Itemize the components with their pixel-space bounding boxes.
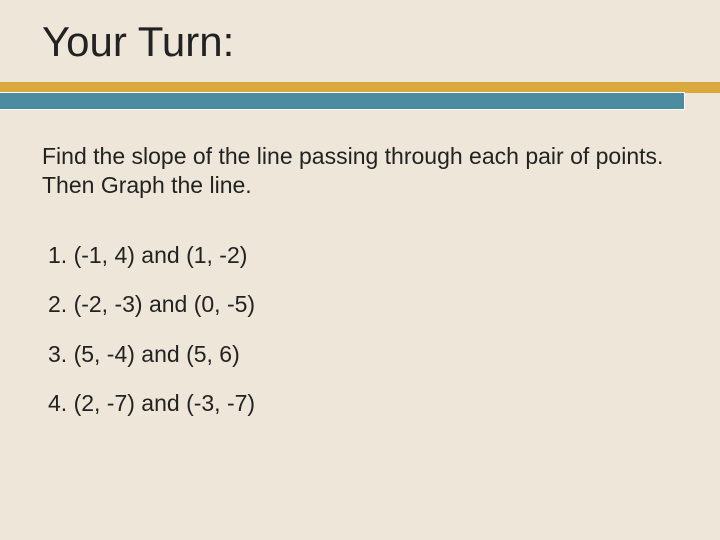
list-item: 1. (-1, 4) and (1, -2) [48, 242, 680, 270]
slide-content: Find the slope of the line passing throu… [42, 142, 680, 440]
list-item: 2. (-2, -3) and (0, -5) [48, 291, 680, 319]
instruction-text: Find the slope of the line passing throu… [42, 142, 680, 200]
slide-title: Your Turn: [42, 18, 234, 66]
teal-bar [0, 92, 685, 110]
list-item: 3. (5, -4) and (5, 6) [48, 341, 680, 369]
accent-bars [0, 82, 720, 110]
list-item: 4. (2, -7) and (-3, -7) [48, 390, 680, 418]
problem-list: 1. (-1, 4) and (1, -2) 2. (-2, -3) and (… [42, 242, 680, 418]
